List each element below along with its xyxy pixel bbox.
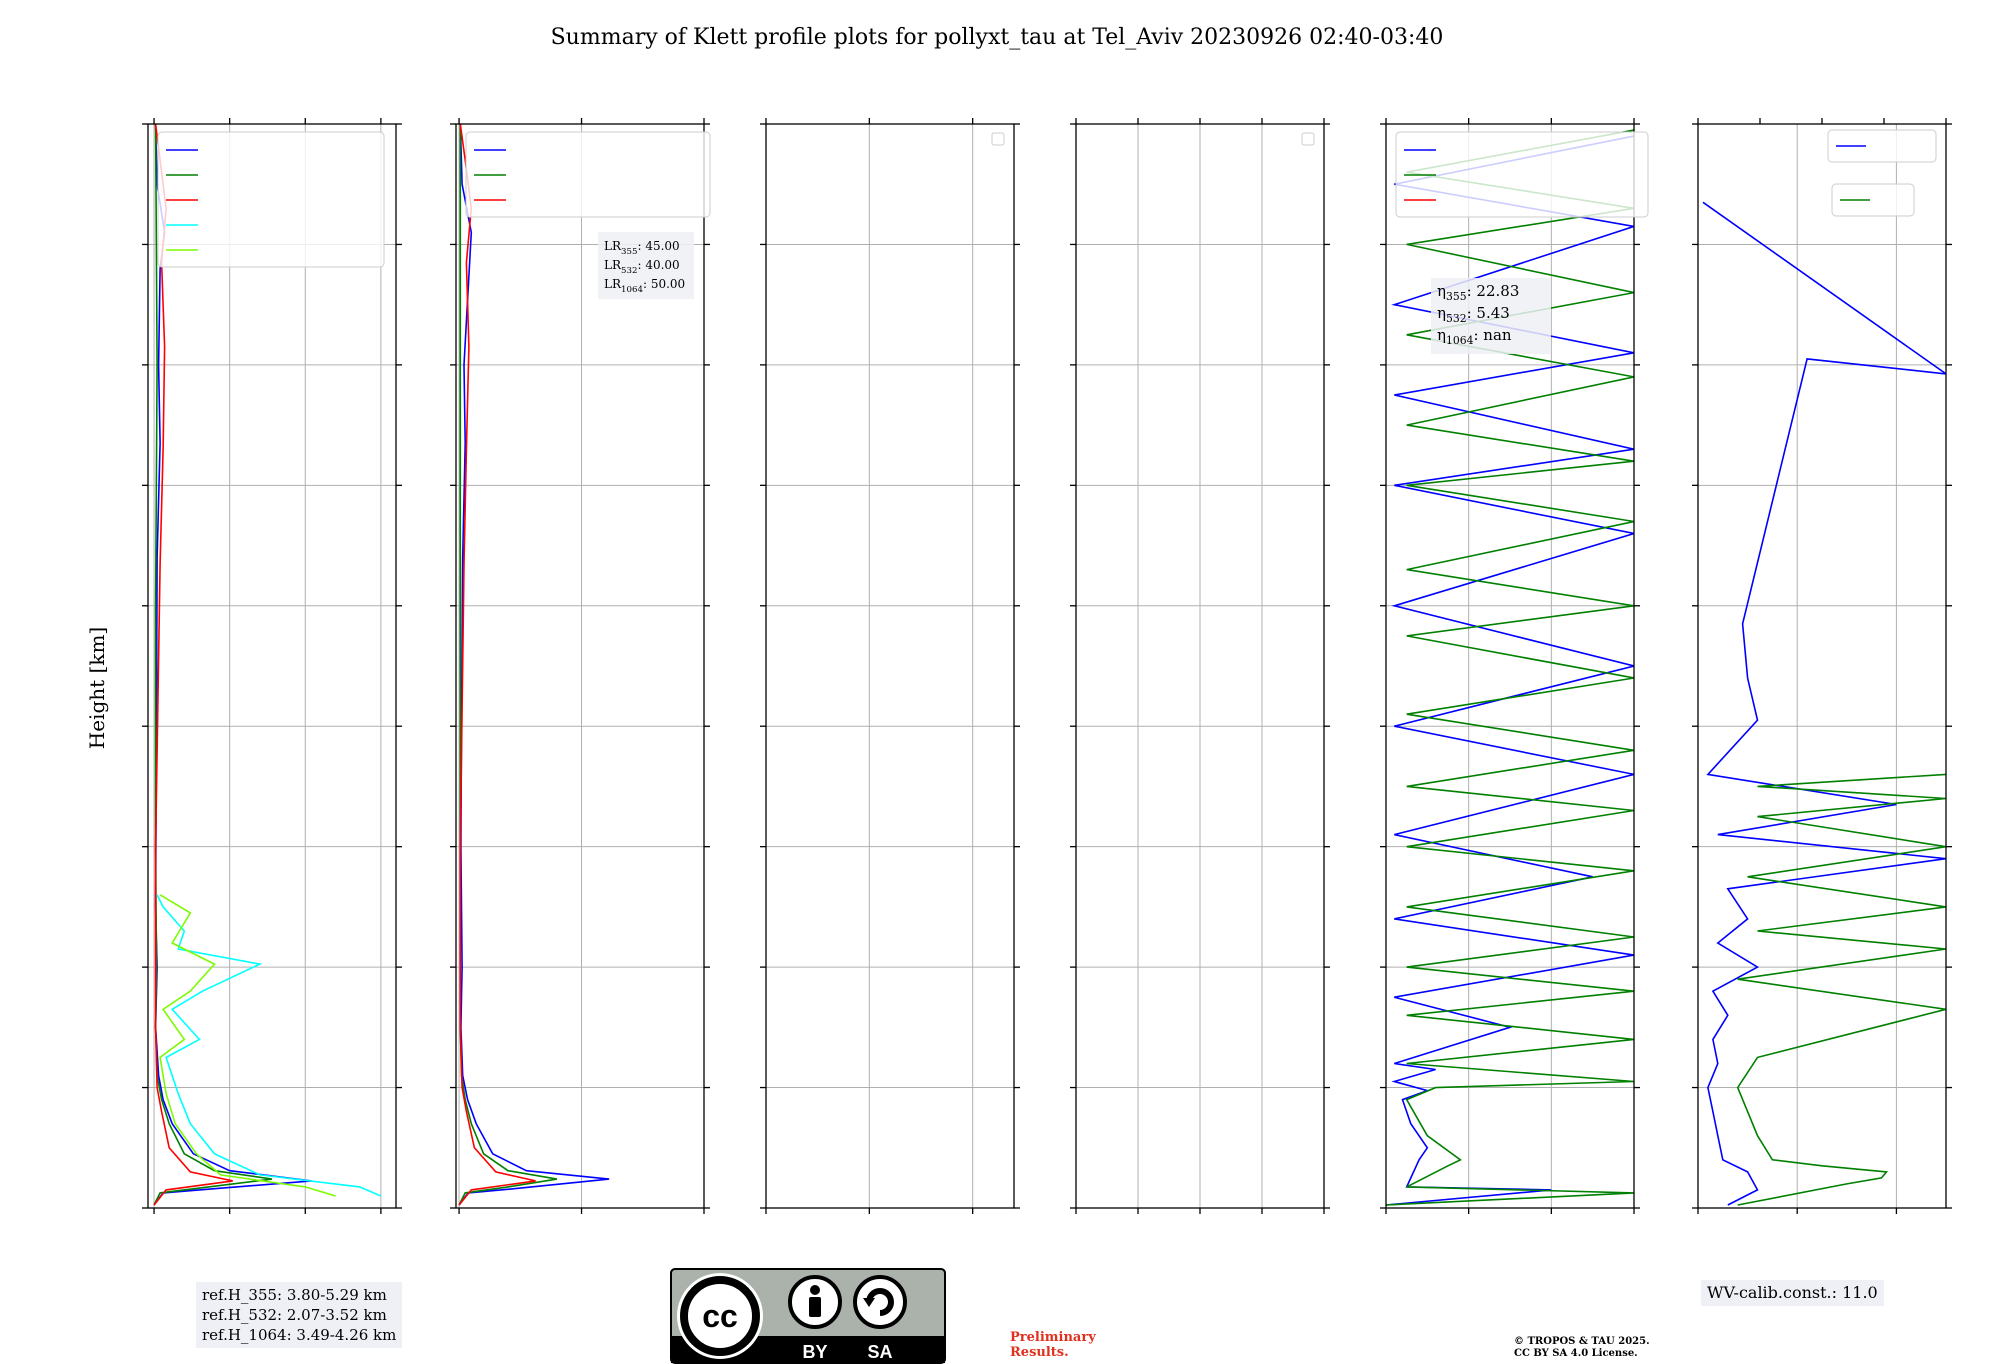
plot-frame xyxy=(1385,123,1635,1209)
series-line-aerBsc_klett_1064 x LR xyxy=(458,124,536,1206)
series-line-parDepol_klett_355_FR xyxy=(1386,135,1634,1206)
preliminary-results-note: Preliminary Results. xyxy=(1010,1330,1096,1360)
series-line-aerBsc_klett_532 x LR xyxy=(458,124,558,1206)
ref-height-355: ref.H_355: 3.80-5.29 km xyxy=(202,1286,387,1304)
annotation-text: LR1064: 50.00 xyxy=(604,277,685,295)
panel-3 xyxy=(760,118,1020,1214)
legend-box xyxy=(1395,131,1649,218)
plot-frame xyxy=(455,123,705,1209)
annotation-text: η1064: nan xyxy=(1437,326,1512,347)
copyright-line-1: © TROPOS & TAU 2025. xyxy=(1514,1336,1650,1347)
cc-circle-outer xyxy=(677,1273,763,1359)
preliminary-line-1: Preliminary xyxy=(1010,1330,1096,1345)
ref-height-532: ref.H_532: 2.07-3.52 km xyxy=(202,1306,387,1324)
sa-icon xyxy=(853,1275,907,1329)
sa-label: SA xyxy=(867,1342,892,1362)
series-line-RH xyxy=(1736,773,1946,1206)
series-line-aerBsc_klett_355 x LR xyxy=(458,124,610,1206)
y-axis-label: Height [km] xyxy=(85,627,109,749)
series-line-parDepol_klett_532_FR xyxy=(1386,129,1634,1206)
series-line-aerBsc_klett_532_NR xyxy=(159,894,336,1197)
legend-box xyxy=(157,131,385,268)
copyright-note: © TROPOS & TAU 2025. CC BY SA 4.0 Licens… xyxy=(1514,1336,1650,1360)
wv-calibration-constant: WV-calib.const.: 11.0 xyxy=(1707,1283,1878,1302)
series-line-aerBsc_klett_532_FR xyxy=(153,124,273,1206)
annotation-text: η532: 5.43 xyxy=(1437,304,1510,325)
annotation-box xyxy=(1431,278,1551,354)
wv-calibration-box: WV-calib.const.: 11.0 xyxy=(1701,1280,1884,1306)
by-label: BY xyxy=(802,1342,827,1362)
empty-legend xyxy=(1301,132,1315,146)
series-line-WVMR xyxy=(1702,201,1946,1206)
panel-4 xyxy=(1070,118,1330,1214)
sa-icon-arrow xyxy=(866,1288,894,1316)
by-icon-head xyxy=(810,1285,820,1295)
annotation-text: LR355: 45.00 xyxy=(604,239,680,257)
legend-box xyxy=(465,131,711,218)
reference-heights-box: ref.H_355: 3.80-5.29 km ref.H_532: 2.07-… xyxy=(196,1282,403,1348)
plot-frame xyxy=(147,123,397,1209)
annotation-box xyxy=(598,232,694,299)
legend-box xyxy=(1827,129,1937,163)
sa-icon-arrowhead xyxy=(863,1298,875,1307)
ref-height-1064: ref.H_1064: 3.49-4.26 km xyxy=(202,1326,397,1344)
cc-circle-ring xyxy=(680,1276,760,1356)
empty-legend xyxy=(991,132,1005,146)
figure-title: Summary of Klett profile plots for polly… xyxy=(551,25,1444,50)
cc-mark: cc xyxy=(702,1298,738,1334)
plot-frame xyxy=(765,123,1015,1209)
panel-1 xyxy=(142,118,402,1214)
annotation-text: LR532: 40.00 xyxy=(604,258,680,276)
series-line-aerBsc_klett_355_FR xyxy=(153,124,312,1206)
by-icon-body xyxy=(809,1297,821,1317)
legend-box xyxy=(1831,183,1915,217)
annotation-text: η355: 22.83 xyxy=(1437,282,1519,303)
preliminary-line-2: Results. xyxy=(1010,1345,1069,1360)
cc-license-logo: cc BY SA xyxy=(670,1268,946,1364)
panel-6 xyxy=(1692,118,1952,1214)
copyright-line-2: CC BY SA 4.0 License. xyxy=(1514,1348,1638,1359)
series-line-aerBsc_klett_355_NR xyxy=(156,894,382,1197)
